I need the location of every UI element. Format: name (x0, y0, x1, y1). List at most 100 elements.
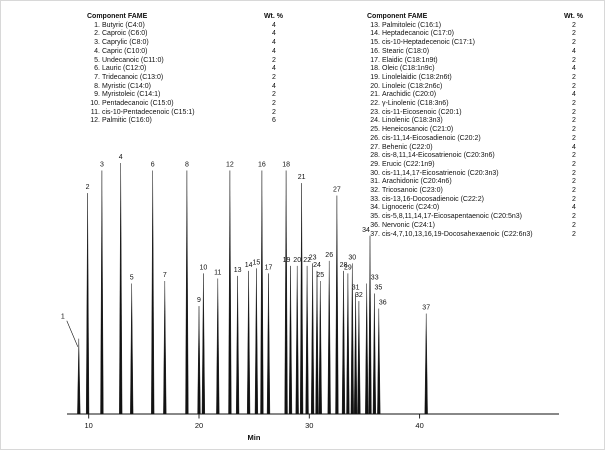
component-name: Behenic (C22:0) (382, 143, 433, 151)
peak-label-10: 10 (200, 264, 208, 271)
legend-header-component: Component FAME (87, 13, 148, 20)
component-number: 15. (370, 39, 380, 47)
legend-item: 28. cis-8,11,14-Eicosatrienoic (C20:3n6) 2 (367, 152, 583, 161)
peak-leader-line (66, 320, 79, 347)
legend-item: 19. Linolelaidic (C18:2n6t) 2 (367, 74, 583, 83)
component-name: Oleic (C18:1n9c) (382, 65, 435, 73)
component-name: Tricosanoic (C23:0) (382, 187, 443, 195)
legend-item: 30. cis-11,14,17-Eicosatrienoic (C20:3n3)… (367, 170, 583, 179)
component-number: 24. (370, 117, 380, 125)
peak-label-3: 3 (100, 162, 104, 169)
component-number: 2. (94, 30, 100, 38)
peak-label-28: 28 (340, 262, 348, 269)
component-number: 3. (94, 39, 100, 47)
component-number: 33. (370, 195, 380, 203)
component-wt-percent: 2 (572, 221, 576, 229)
component-name: cis-11-Eicosenoic (C20:1) (382, 108, 462, 116)
component-wt-percent: 2 (572, 213, 576, 221)
component-number: 7. (94, 73, 100, 81)
component-name: Elaidic (C18:1n9t) (382, 56, 438, 64)
legend-item: 23. cis-11-Eicosenoic (C20:1) 2 (367, 109, 583, 118)
peak-label-34: 34 (362, 227, 370, 234)
peak-label-27: 27 (333, 187, 341, 194)
peak-label-7: 7 (163, 272, 167, 279)
component-wt-percent: 4 (272, 47, 276, 55)
component-number: 6. (94, 65, 100, 73)
component-name: Capric (C10:0) (102, 47, 148, 55)
component-wt-percent: 2 (572, 108, 576, 116)
peak-label-16: 16 (258, 162, 266, 169)
peak-label-31: 31 (352, 285, 360, 292)
peak-label-32: 32 (355, 292, 363, 299)
component-number: 30. (370, 169, 380, 177)
peak-24 (315, 270, 319, 415)
component-wt-percent: 2 (572, 73, 576, 81)
component-wt-percent: 2 (572, 169, 576, 177)
component-wt-percent: 2 (272, 91, 276, 99)
component-wt-percent: 4 (272, 65, 276, 73)
component-wt-percent: 2 (272, 73, 276, 81)
legend-item: 33. cis-13,16-Docosadienoic (C22:2) 2 (367, 196, 583, 205)
peak-label-22: 22 (303, 257, 311, 264)
component-name: cis-5,8,11,14,17-Eicosapentaenoic (C20:5… (382, 213, 522, 221)
peak-label-8: 8 (185, 162, 189, 169)
component-wt-percent: 2 (572, 82, 576, 90)
component-wt-percent: 2 (572, 39, 576, 47)
legend-header-component: Component FAME (367, 13, 428, 20)
legend-item: 6. Lauric (C12:0) 4 (87, 65, 283, 74)
peak-13 (235, 275, 240, 415)
component-wt-percent: 2 (572, 56, 576, 64)
component-number: 11. (90, 108, 100, 116)
peak-11 (216, 278, 220, 415)
legend-item: 15. cis-10-Heptadecenoic (C17:1) 2 (367, 39, 583, 48)
component-wt-percent: 2 (272, 56, 276, 64)
component-name: cis-10-Pentadecenoic (C15:1) (102, 108, 195, 116)
peak-label-23: 23 (309, 254, 317, 261)
peak-label-19: 19 (283, 257, 291, 264)
legend-item: 13. Palmitoleic (C16:1) 2 (367, 22, 583, 31)
peak-5 (130, 283, 134, 415)
peak-19 (288, 265, 293, 415)
component-name: cis-8,11,14-Eicosatrienoic (C20:3n6) (382, 152, 495, 160)
legend-items-left: 1. Butyric (C4:0) 4 2. Caproic (C6:0) 4 3. Capr… (87, 22, 283, 126)
x-tick-label: 20 (195, 421, 203, 430)
peak-label-17: 17 (265, 264, 273, 271)
peak-label-18: 18 (282, 162, 290, 169)
legend-item: 20. Linoleic (C18:2n6c) 2 (367, 83, 583, 92)
x-tick-label: 40 (415, 421, 423, 430)
component-wt-percent: 2 (272, 100, 276, 108)
component-wt-percent: 2 (572, 178, 576, 186)
peak-label-4: 4 (119, 154, 123, 161)
peak-37 (424, 313, 428, 415)
component-number: 35. (370, 213, 380, 221)
component-wt-percent: 2 (572, 187, 576, 195)
component-number: 27. (370, 143, 380, 151)
component-name: Tridecanoic (C13:0) (102, 73, 164, 81)
component-name: Palmitic (C16:0) (102, 117, 152, 125)
legend-item: 21. Arachidic (C20:0) 4 (367, 91, 583, 100)
component-number: 9. (94, 91, 100, 99)
component-number: 36. (370, 221, 380, 229)
peak-1 (77, 338, 81, 415)
component-name: cis-10-Heptadecenoic (C17:1) (382, 39, 475, 47)
component-name: Pentadecanoic (C15:0) (102, 100, 174, 108)
legend-item: 16. Stearic (C18:0) 4 (367, 48, 583, 57)
legend-item: 29. Erucic (C22:1n9) 2 (367, 161, 583, 170)
legend-item: 2. Caproic (C6:0) 4 (87, 30, 283, 39)
component-number: 17. (370, 56, 380, 64)
component-wt-percent: 2 (572, 126, 576, 134)
peak-label-29: 29 (344, 264, 352, 271)
peak-16 (260, 170, 264, 415)
peak-14 (246, 270, 251, 415)
component-number: 25. (370, 126, 380, 134)
legend-item: 1. Butyric (C4:0) 4 (87, 22, 283, 31)
component-wt-percent: 4 (572, 143, 576, 151)
component-number: 14. (370, 30, 380, 38)
component-number: 1. (94, 21, 100, 29)
peak-label-13: 13 (234, 267, 242, 274)
legend-item: 11. cis-10-Pentadecenoic (C15:1) 2 (87, 109, 283, 118)
component-name: Linoleic (C18:2n6c) (382, 82, 443, 90)
legend-header-left: Component FAME Wt. % (87, 13, 283, 22)
peak-26 (327, 260, 331, 415)
